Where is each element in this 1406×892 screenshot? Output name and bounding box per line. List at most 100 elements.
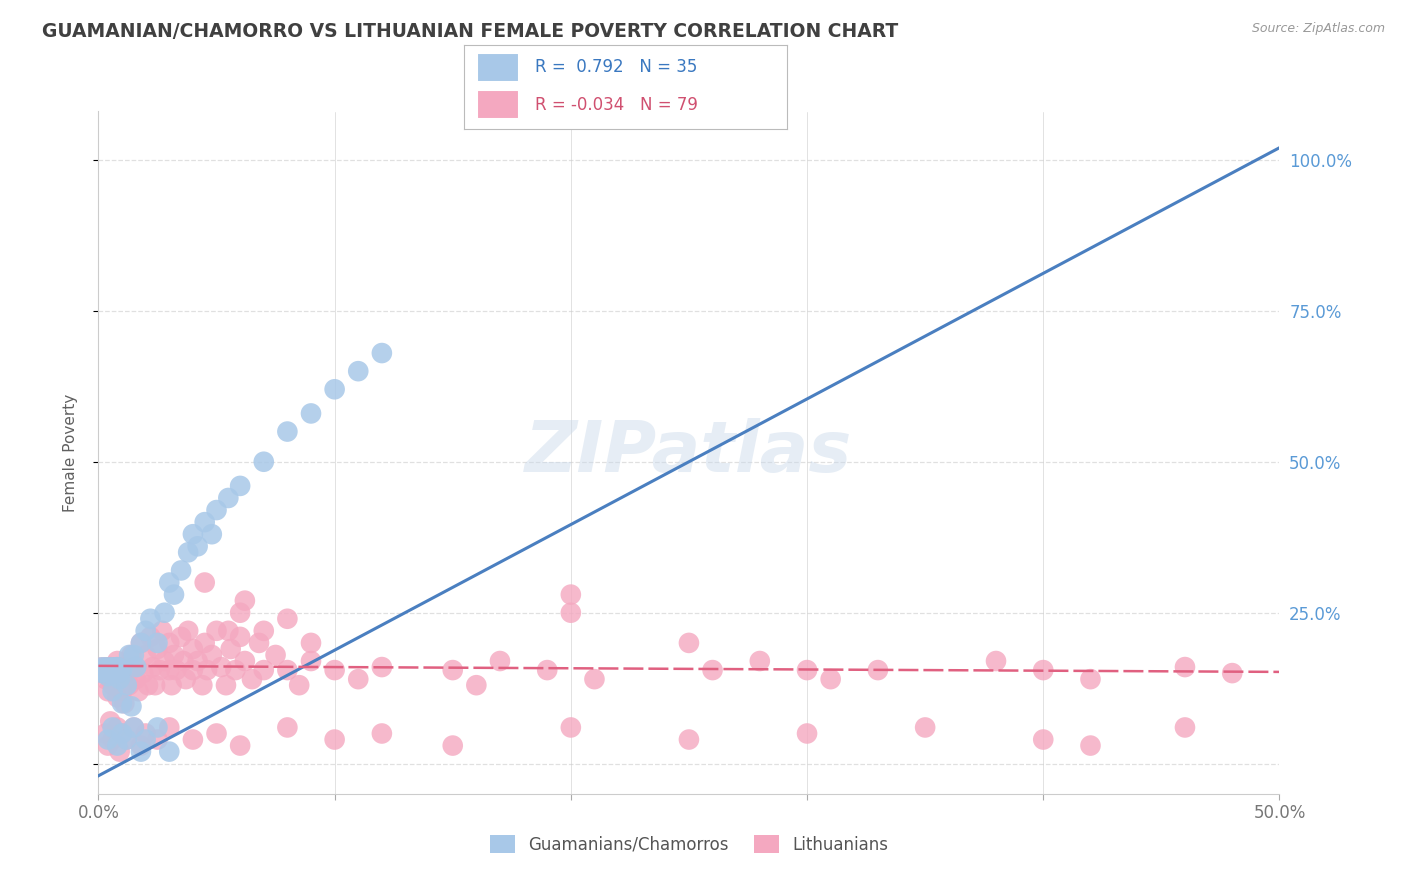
- Point: [1080, 739, 1102, 753]
- Point: [323, 663, 346, 677]
- Point: [143, 678, 166, 692]
- Point: [97, 663, 120, 677]
- Point: [157, 663, 180, 677]
- Point: [98, 660, 121, 674]
- Point: [122, 721, 145, 735]
- Point: [170, 630, 193, 644]
- Point: [796, 726, 818, 740]
- Text: ZIPatlas: ZIPatlas: [526, 418, 852, 487]
- Point: [181, 527, 204, 541]
- Point: [233, 593, 256, 607]
- Point: [209, 660, 232, 674]
- Point: [104, 666, 127, 681]
- Point: [187, 539, 209, 553]
- Point: [139, 612, 162, 626]
- Point: [90, 663, 112, 677]
- Point: [101, 721, 124, 735]
- Point: [135, 726, 157, 740]
- Point: [219, 642, 242, 657]
- Point: [101, 684, 124, 698]
- Point: [371, 726, 394, 740]
- Point: [796, 663, 818, 677]
- Point: [866, 663, 889, 677]
- Point: [276, 721, 298, 735]
- Point: [98, 714, 121, 729]
- Point: [94, 672, 117, 686]
- Point: [111, 684, 134, 698]
- Point: [139, 630, 162, 644]
- Point: [146, 721, 169, 735]
- Point: [195, 663, 218, 677]
- Point: [111, 663, 134, 677]
- Point: [101, 732, 124, 747]
- Point: [101, 678, 124, 692]
- Point: [702, 663, 724, 677]
- Point: [153, 654, 176, 668]
- Point: [1032, 732, 1054, 747]
- Point: [104, 663, 127, 677]
- Point: [115, 663, 138, 677]
- Point: [98, 666, 121, 681]
- Point: [101, 663, 124, 677]
- Point: [135, 732, 157, 747]
- Point: [240, 672, 263, 686]
- Point: [536, 663, 558, 677]
- Point: [94, 663, 117, 677]
- Point: [122, 660, 145, 674]
- Point: [121, 699, 143, 714]
- Point: [136, 678, 159, 692]
- Point: [91, 663, 114, 677]
- Point: [163, 588, 186, 602]
- Point: [914, 721, 936, 735]
- Point: [441, 663, 464, 677]
- FancyBboxPatch shape: [477, 90, 519, 120]
- Point: [104, 663, 127, 677]
- Point: [129, 745, 152, 759]
- Point: [194, 636, 217, 650]
- Point: [105, 739, 128, 753]
- Point: [135, 648, 157, 662]
- Point: [111, 663, 134, 677]
- Point: [94, 663, 117, 677]
- Point: [1080, 672, 1102, 686]
- Point: [181, 642, 204, 657]
- Point: [115, 678, 138, 692]
- Point: [229, 739, 252, 753]
- Point: [97, 739, 120, 753]
- Point: [174, 672, 197, 686]
- Point: [91, 663, 114, 677]
- Point: [108, 672, 131, 686]
- Point: [94, 726, 117, 740]
- Point: [276, 612, 298, 626]
- Point: [108, 672, 131, 686]
- Point: [172, 654, 194, 668]
- Point: [194, 575, 217, 590]
- Point: [187, 654, 209, 668]
- Point: [205, 726, 228, 740]
- Point: [91, 663, 114, 677]
- Point: [264, 648, 287, 662]
- Point: [678, 732, 700, 747]
- Point: [105, 660, 128, 674]
- Point: [111, 726, 134, 740]
- Point: [135, 624, 157, 638]
- Point: [101, 663, 124, 677]
- Point: [984, 654, 1007, 668]
- Point: [1220, 666, 1243, 681]
- Point: [170, 564, 193, 578]
- Point: [150, 624, 173, 638]
- Point: [160, 678, 183, 692]
- Point: [1032, 663, 1054, 677]
- Point: [253, 663, 276, 677]
- FancyBboxPatch shape: [477, 54, 519, 82]
- Point: [347, 672, 370, 686]
- Point: [105, 654, 128, 668]
- Point: [560, 721, 582, 735]
- Point: [118, 678, 141, 692]
- Point: [465, 678, 488, 692]
- Point: [205, 624, 228, 638]
- Point: [820, 672, 842, 686]
- Point: [118, 648, 141, 662]
- Point: [217, 491, 239, 505]
- Point: [146, 732, 169, 747]
